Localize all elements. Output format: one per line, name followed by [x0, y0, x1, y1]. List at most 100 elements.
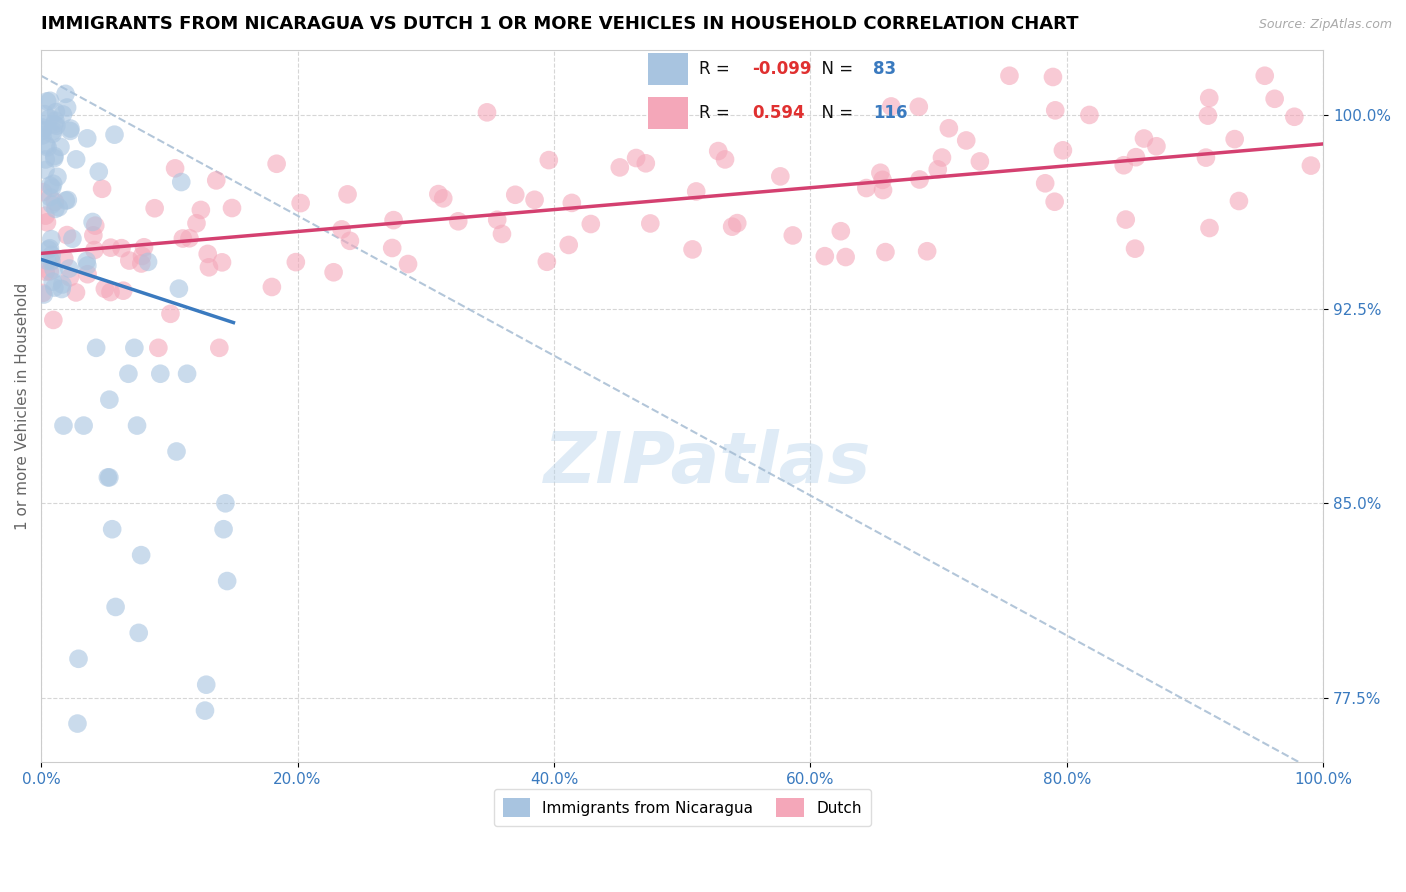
Text: N =: N = [811, 104, 859, 122]
Point [82, 228, 104, 243]
Point [39, 94, 62, 108]
Point [1144, 139, 1167, 153]
Point [221, 201, 243, 215]
Point [44, 151, 66, 165]
Y-axis label: 1 or more Vehicles in Household: 1 or more Vehicles in Household [15, 283, 30, 530]
Point [104, 599, 127, 614]
Point [35, 215, 58, 229]
Point [1043, 194, 1066, 209]
Point [1299, 159, 1322, 173]
Point [58, 261, 80, 276]
Point [266, 157, 288, 171]
Point [91, 182, 114, 196]
Point [110, 241, 132, 255]
Point [969, 154, 991, 169]
Point [83, 243, 105, 257]
Point [37, 243, 59, 257]
Point [1197, 109, 1219, 123]
Point [45, 105, 67, 120]
Point [931, 151, 953, 165]
Point [1045, 103, 1067, 118]
Point [59, 270, 82, 285]
Point [491, 227, 513, 241]
Point [721, 219, 744, 234]
Point [87, 164, 110, 178]
Text: 83: 83 [873, 60, 896, 78]
Point [1112, 158, 1135, 172]
Point [1133, 131, 1156, 145]
Point [523, 193, 546, 207]
Point [1198, 91, 1220, 105]
Point [624, 151, 647, 165]
Point [217, 574, 239, 588]
Point [42, 262, 65, 277]
Point [211, 255, 233, 269]
Point [84, 341, 107, 355]
Point [179, 231, 201, 245]
Point [112, 284, 135, 298]
Legend: Immigrants from Nicaragua, Dutch: Immigrants from Nicaragua, Dutch [494, 789, 870, 826]
Point [44, 113, 66, 128]
Point [42, 313, 65, 327]
Point [855, 181, 877, 195]
Point [34, 163, 56, 178]
Point [38, 241, 60, 255]
Point [707, 144, 730, 158]
Point [51, 282, 73, 296]
Point [65, 285, 87, 300]
Point [167, 282, 190, 296]
Point [37, 253, 59, 268]
Point [72, 418, 94, 433]
Point [52, 107, 75, 121]
Point [44, 149, 66, 163]
Point [558, 238, 581, 252]
Point [76, 259, 98, 273]
Point [685, 185, 707, 199]
Point [62, 232, 84, 246]
Point [682, 243, 704, 257]
Point [55, 194, 77, 208]
Point [1195, 151, 1218, 165]
Point [1052, 144, 1074, 158]
Point [725, 216, 748, 230]
Point [927, 162, 949, 177]
Point [56, 101, 79, 115]
Point [52, 418, 75, 433]
Point [284, 255, 307, 269]
Point [76, 254, 98, 268]
Point [97, 470, 120, 484]
Point [998, 69, 1021, 83]
Point [84, 219, 107, 233]
Point [1227, 194, 1250, 208]
Point [190, 202, 212, 217]
Point [1198, 221, 1220, 235]
Point [136, 255, 159, 269]
Point [132, 240, 155, 254]
Point [34, 209, 56, 223]
Point [101, 522, 124, 536]
Point [872, 173, 894, 187]
Point [55, 87, 77, 101]
Point [32, 287, 55, 301]
Point [31, 123, 53, 137]
Point [198, 260, 221, 275]
Point [44, 194, 66, 209]
Point [41, 248, 63, 262]
Point [875, 245, 897, 260]
Point [31, 285, 53, 300]
Point [35, 138, 58, 153]
Point [475, 105, 498, 120]
Point [118, 253, 141, 268]
Point [330, 222, 353, 236]
Point [48, 200, 70, 214]
Point [290, 196, 312, 211]
Point [381, 241, 404, 255]
Point [212, 522, 235, 536]
Point [769, 169, 792, 184]
Point [44, 202, 66, 216]
Point [1123, 242, 1146, 256]
Point [76, 131, 98, 145]
Point [486, 212, 509, 227]
Point [194, 704, 217, 718]
Point [197, 247, 219, 261]
